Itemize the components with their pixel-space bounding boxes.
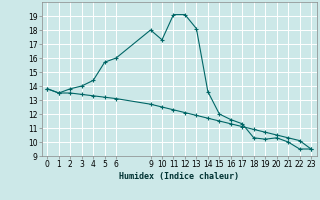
X-axis label: Humidex (Indice chaleur): Humidex (Indice chaleur) [119, 172, 239, 181]
